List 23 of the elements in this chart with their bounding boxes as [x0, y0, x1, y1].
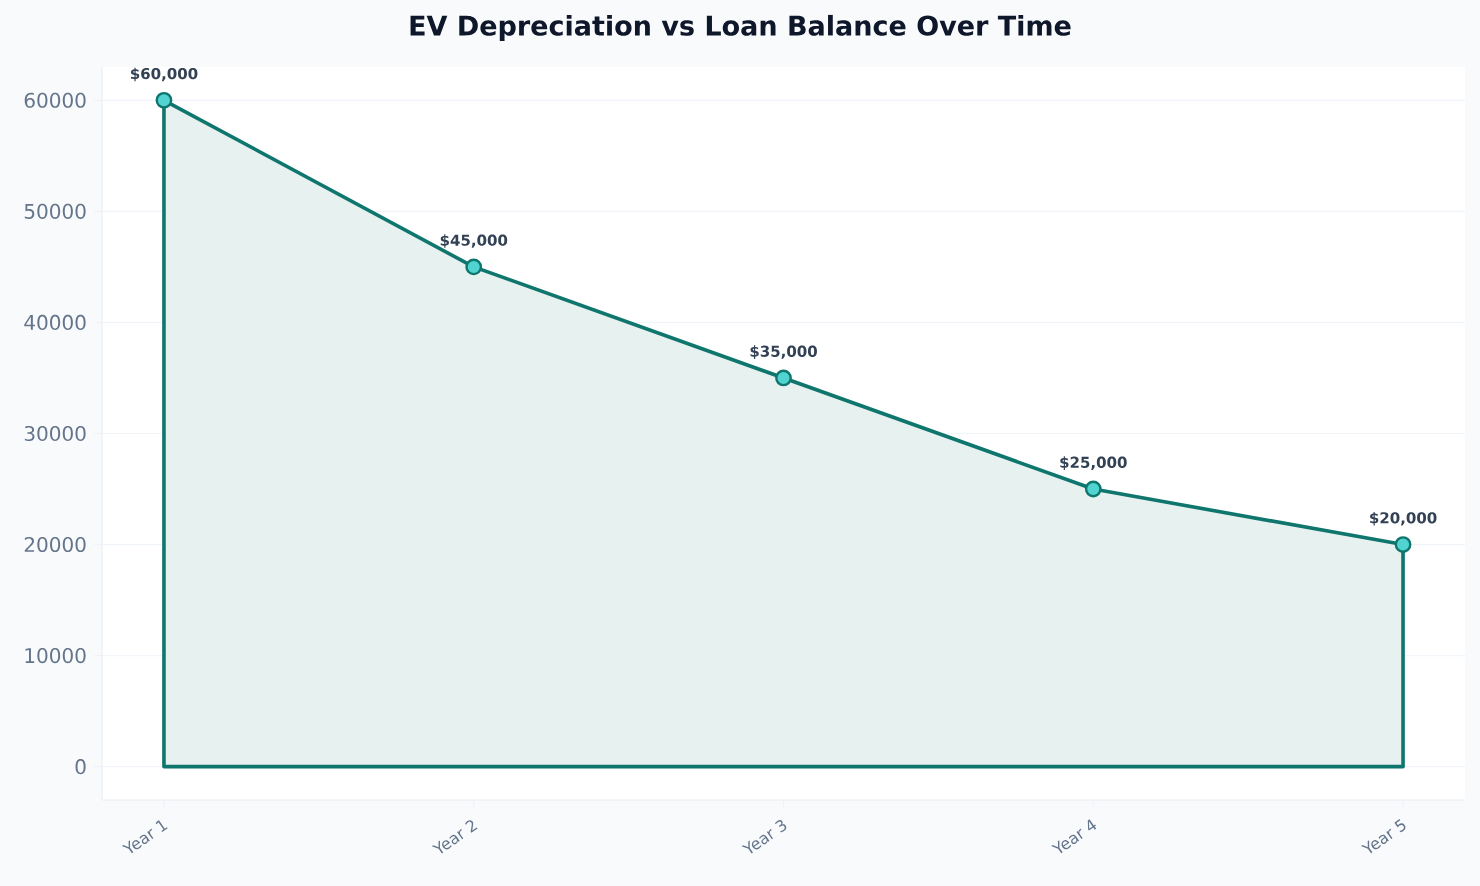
y-tick-label: 0 [75, 759, 86, 775]
y-tick-label: 30000 [24, 425, 86, 442]
chart-title: EV Depreciation vs Loan Balance Over Time [410, 14, 1071, 42]
x-tick-label: Year 3 [741, 820, 787, 854]
text: $60,000 [130, 67, 198, 82]
text: $25,000 [1060, 456, 1127, 470]
text: $20,000 [1370, 511, 1437, 526]
x-tick-label: Year 5 [1361, 819, 1406, 854]
y-tick-label: 50000 [24, 203, 86, 219]
x-tick-label: Year 4 [1051, 819, 1097, 854]
y-tick-label: 40000 [24, 314, 86, 330]
point [775, 369, 792, 387]
y-tick-label: 20000 [24, 536, 86, 553]
text: $35,000 [750, 345, 817, 359]
point [155, 91, 173, 109]
x-tick-label: Year 1 [121, 820, 168, 854]
text: $45,000 [440, 234, 508, 248]
y-tick-label: 60000 [24, 92, 86, 108]
y-tick-label: 10000 [25, 648, 86, 664]
point [1394, 536, 1412, 553]
point [1084, 480, 1102, 498]
point [465, 258, 483, 276]
x-tick-label: Year 2 [431, 820, 478, 854]
